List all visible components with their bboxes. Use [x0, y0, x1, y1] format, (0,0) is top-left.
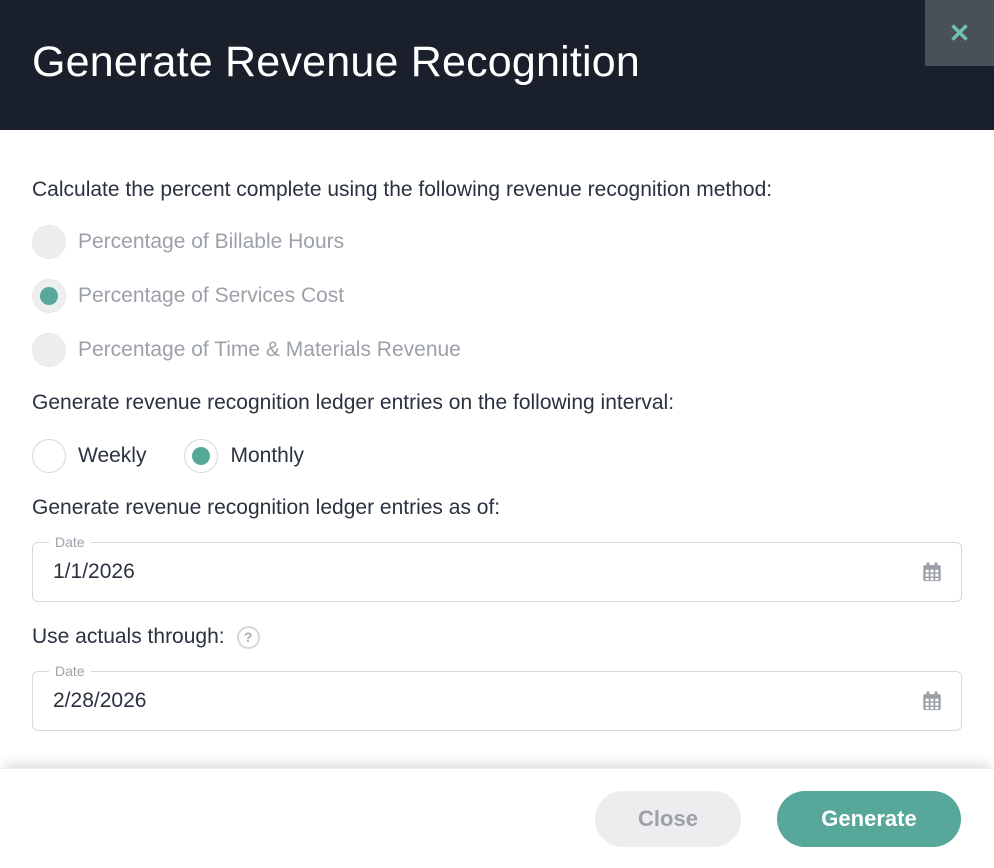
radio-icon[interactable] [32, 333, 66, 367]
radio-label: Weekly [78, 444, 147, 467]
date-field-label: Date [49, 663, 91, 680]
interval-radio-group: Weekly Monthly [32, 439, 962, 473]
actuals-date-field: Date [32, 663, 962, 731]
method-radio-group: Percentage of Billable Hours Percentage … [32, 225, 962, 367]
actuals-date-input[interactable] [33, 672, 961, 730]
help-icon[interactable]: ? [236, 625, 260, 649]
dialog-body: Calculate the percent complete using the… [0, 130, 994, 768]
calendar-icon[interactable] [921, 690, 943, 712]
radio-option-monthly[interactable]: Monthly [184, 439, 304, 473]
radio-icon[interactable] [32, 225, 66, 259]
generate-button[interactable]: Generate [777, 790, 961, 847]
radio-label: Monthly [230, 444, 304, 467]
actuals-section-label-row: Use actuals through: ? [32, 623, 962, 651]
close-button[interactable]: Close [595, 790, 741, 847]
close-dialog-button[interactable]: ✕ [925, 0, 994, 66]
radio-label: Percentage of Time & Materials Revenue [78, 338, 461, 361]
radio-icon[interactable] [184, 439, 219, 473]
close-icon: ✕ [948, 18, 971, 48]
calendar-icon[interactable] [921, 561, 943, 583]
method-section-label: Calculate the percent complete using the… [32, 178, 773, 201]
as-of-section-label: Generate revenue recognition ledger entr… [32, 496, 501, 519]
radio-option-time-materials[interactable]: Percentage of Time & Materials Revenue [32, 333, 962, 367]
dialog-header: Generate Revenue Recognition ✕ [0, 0, 994, 130]
as-of-date-field: Date [32, 534, 962, 602]
page-title: Generate Revenue Recognition [32, 37, 640, 86]
interval-section-label: Generate revenue recognition ledger entr… [32, 391, 675, 414]
radio-icon[interactable] [32, 279, 66, 313]
dialog-footer: Close Generate [0, 768, 994, 868]
radio-option-services-cost[interactable]: Percentage of Services Cost [32, 279, 962, 313]
radio-label: Percentage of Services Cost [78, 284, 345, 307]
actuals-section-label: Use actuals through: [32, 625, 225, 648]
as-of-date-input[interactable] [33, 543, 961, 601]
radio-label: Percentage of Billable Hours [78, 230, 345, 253]
radio-option-weekly[interactable]: Weekly [32, 439, 146, 473]
date-field-label: Date [49, 534, 91, 551]
radio-option-billable-hours[interactable]: Percentage of Billable Hours [32, 225, 962, 259]
radio-icon[interactable] [32, 439, 66, 473]
